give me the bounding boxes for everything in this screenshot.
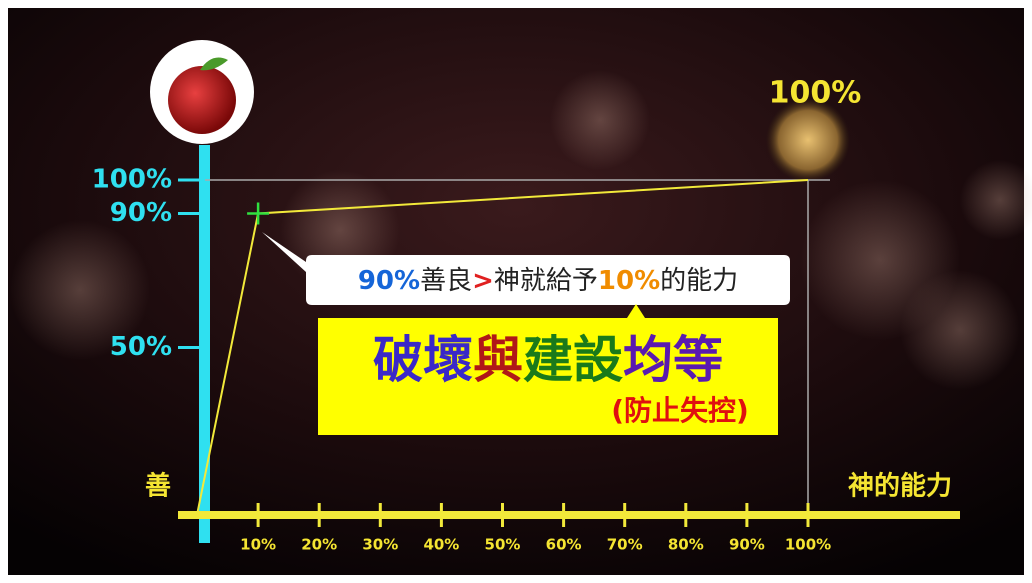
callout-part: > xyxy=(472,266,494,296)
headline-part: 均等 xyxy=(623,331,723,389)
x-axis-label: 神的能力 xyxy=(848,471,952,502)
headline-part: 建設 xyxy=(523,331,623,389)
x-tick-label: 40% xyxy=(423,536,459,554)
top-label: 100% xyxy=(769,76,862,111)
callout-part: 善良 xyxy=(420,266,472,296)
subline: (防止失控) xyxy=(611,394,749,427)
y-axis-label: 善 xyxy=(145,471,171,502)
god-icon xyxy=(766,98,850,182)
y-tick-label: 50% xyxy=(110,332,172,362)
apple-icon xyxy=(150,40,254,144)
callout-part: 神就給予 xyxy=(494,266,598,296)
bokeh xyxy=(10,70,1032,390)
x-tick-label: 50% xyxy=(485,536,521,554)
x-axis xyxy=(178,511,960,519)
x-tick-label: 30% xyxy=(362,536,398,554)
x-tick-label: 60% xyxy=(546,536,582,554)
x-tick-label: 90% xyxy=(729,536,765,554)
headline-box: 破壞與建設均等 (防止失控) xyxy=(318,304,778,435)
x-tick-label: 100% xyxy=(785,536,831,554)
callout: 90%善良>神就給予10%的能力 xyxy=(262,232,790,305)
callout-part: 的能力 xyxy=(660,266,738,296)
callout-text: 90%善良>神就給予10%的能力 xyxy=(358,266,738,296)
callout-part: 10% xyxy=(598,266,660,296)
y-tick-label: 100% xyxy=(92,165,172,195)
y-tick-label: 90% xyxy=(110,198,172,228)
x-tick-label: 70% xyxy=(607,536,643,554)
x-tick-label: 20% xyxy=(301,536,337,554)
point-marker xyxy=(247,202,270,225)
x-tick-label: 10% xyxy=(240,536,276,554)
callout-part: 90% xyxy=(358,266,420,296)
plot: 50%90%100%10% 20% 30% 40% 50% 60% 70% 80% 90% 100… xyxy=(92,165,832,554)
headline-part: 與 xyxy=(473,331,523,389)
x-tick-label: 80% xyxy=(668,536,704,554)
headline: 破壞與建設均等 xyxy=(373,331,723,389)
headline-part: 破壞 xyxy=(373,331,473,389)
y-axis xyxy=(199,145,210,543)
